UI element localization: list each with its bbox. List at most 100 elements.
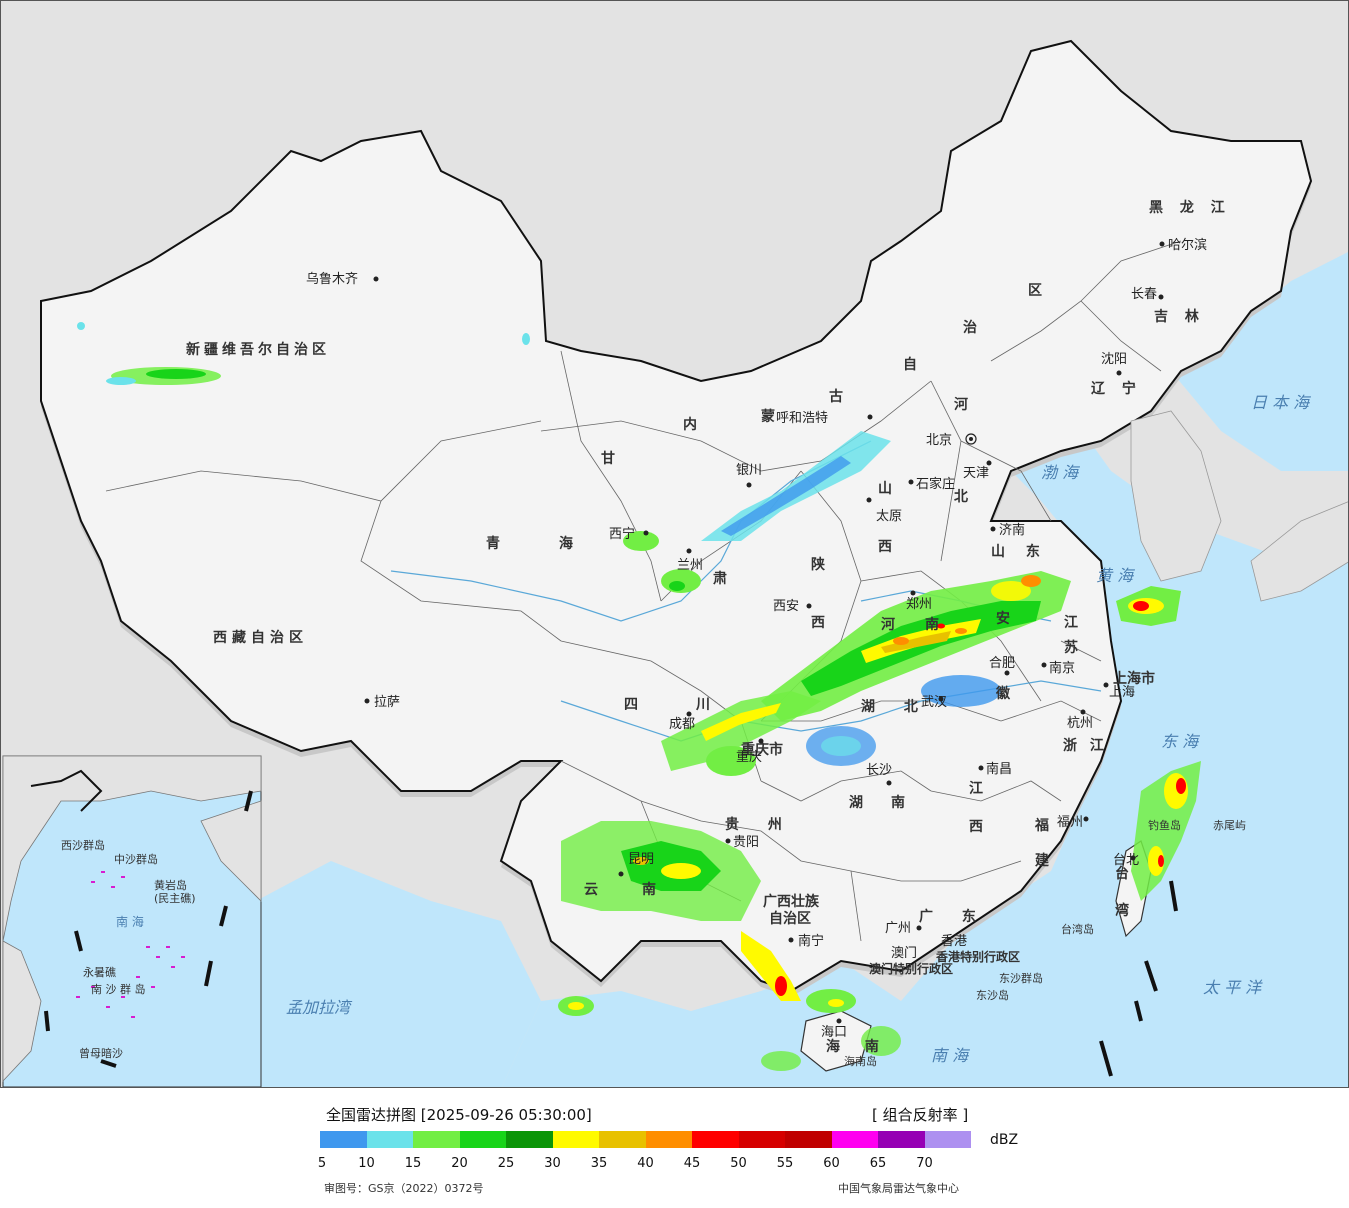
label-neimeng-1: 内 [683, 416, 697, 433]
label-hebei-1: 河 [954, 396, 968, 413]
label-hebei-2: 北 [954, 489, 968, 505]
city-marker [938, 696, 944, 702]
city-hohhot: 呼和浩特 [776, 411, 828, 426]
radar-map: 新疆维吾尔自治区 西藏自治区 青 海 甘 肃 四 川 云 南 内 蒙 古 自 治… [0, 0, 1349, 1088]
city-marker [686, 548, 692, 554]
legend-panel: 全国雷达拼图 [2025-09-26 05:30:00] [ 组合反射率 ] 5… [0, 1088, 1349, 1208]
city-marker [990, 526, 996, 532]
capital-marker [965, 433, 977, 445]
unit-label: dBZ [990, 1132, 1019, 1148]
city-xian: 西安 [773, 599, 799, 614]
label-shaanxi-2: 西 [811, 615, 825, 631]
city-taipei: 台北 [1113, 853, 1139, 868]
source-credit: 中国气象局雷达气象中心 [838, 1182, 959, 1195]
city-guiyang: 贵阳 [733, 835, 759, 850]
city-urumqi: 乌鲁木齐 [306, 271, 358, 287]
label-neimeng-6: 区 [1028, 283, 1042, 299]
sea-east-label: 东 海 [1161, 732, 1200, 751]
legend-swatch [552, 1131, 599, 1148]
city-marker [746, 482, 752, 488]
label-shanxi-1: 山 [878, 481, 892, 497]
label-zhejiang: 浙 江 [1063, 737, 1108, 754]
city-marker [867, 414, 873, 420]
legend-swatch [785, 1131, 832, 1148]
label-taiwan-1: 台 [1115, 865, 1129, 882]
city-marker [1158, 294, 1164, 300]
legend-tick-label: 30 [544, 1156, 561, 1171]
city-marker [618, 871, 624, 877]
legend-tick-label: 50 [730, 1156, 747, 1171]
label-guangdong: 广 东 [919, 908, 988, 925]
legend-swatch [924, 1131, 971, 1148]
sea-japan-label: 日 本 海 [1251, 393, 1311, 412]
sea-bohai-label: 渤 海 [1041, 463, 1080, 482]
label-hunan-1: 湖 [849, 795, 863, 811]
map-title: 全国雷达拼图 [2025-09-26 05:30:00] [326, 1106, 592, 1124]
label-xizang: 西藏自治区 [213, 629, 308, 646]
label-henan-1: 河 [881, 616, 895, 633]
city-marker [758, 738, 764, 744]
city-wuhan: 武汉 [921, 695, 947, 710]
city-marker [866, 497, 872, 503]
city-haikou: 海口 [821, 1025, 847, 1040]
product-name: [ 组合反射率 ] [872, 1106, 969, 1124]
label-xinjiang: 新疆维吾尔自治区 [186, 341, 330, 358]
bay-of-bengal [256, 861, 541, 1087]
city-tianjin: 天津 [963, 466, 989, 481]
city-marker [886, 780, 892, 786]
sea-bengal-label: 孟加拉湾 [286, 998, 353, 1017]
city-marker [986, 460, 992, 466]
legend-swatch [738, 1131, 785, 1148]
label-yunnan-1: 云 [584, 882, 598, 898]
inset-yongshu: 永暑礁 [83, 965, 116, 979]
legend-swatch [831, 1131, 878, 1148]
city-marker [725, 838, 731, 844]
city-harbin: 哈尔滨 [1168, 237, 1207, 253]
label-neimeng-5: 治 [963, 319, 977, 336]
label-shandong: 山 东 [991, 543, 1048, 560]
label-chongqing: 重庆市 [741, 741, 783, 758]
legend-tick-label: 35 [590, 1156, 608, 1171]
label-jiangsu-2: 苏 [1064, 639, 1078, 656]
city-nanning: 南宁 [798, 933, 824, 949]
city-jinan: 济南 [999, 522, 1025, 538]
legend-tick-label: 10 [358, 1156, 375, 1171]
city-marker [1130, 855, 1136, 861]
city-marker [1159, 241, 1165, 247]
city-marker [978, 765, 984, 771]
city-hongkong: 香港 [941, 934, 967, 949]
sea-pacific-label: 太 平 洋 [1203, 978, 1263, 997]
color-scale-bar [320, 1131, 971, 1148]
legend-swatch [506, 1131, 553, 1148]
legend-tick-label: 55 [776, 1156, 794, 1171]
city-lhasa: 拉萨 [374, 695, 400, 710]
label-shaanxi-1: 陕 [811, 556, 825, 573]
city-hangzhou: 杭州 [1067, 716, 1093, 731]
island-dongsha-islands: 东沙群岛 [999, 971, 1043, 985]
inset-sea-label: 南 海 [116, 914, 144, 929]
legend-tick-label: 15 [404, 1156, 422, 1171]
inset-huangyan: 黄岩岛 [154, 878, 187, 892]
city-marker [643, 530, 649, 536]
label-liaoning: 辽 宁 [1091, 380, 1142, 397]
city-labels: 乌鲁木齐 拉萨 西宁 兰州 银川 呼和浩特 北京 天津 石家庄 太原 济南 郑州 [306, 237, 1207, 1040]
label-gansu-1: 甘 [601, 450, 615, 467]
sea-japan [1171, 252, 1348, 471]
approval-number: 审图号：GS京（2022）0372号 [324, 1182, 484, 1195]
island-diaoyu: 钓鱼岛 [1148, 818, 1181, 832]
label-hubei: 湖 北 [861, 699, 930, 715]
label-taiwan-2: 湾 [1115, 902, 1129, 919]
label-heilongjiang: 黑 龙 江 [1149, 199, 1231, 216]
city-lanzhou: 兰州 [677, 558, 703, 573]
city-marker [686, 711, 692, 717]
city-fuzhou: 福州 [1057, 815, 1083, 830]
city-xining: 西宁 [609, 526, 635, 542]
label-sichuan-2: 川 [695, 697, 710, 713]
label-henan-2: 南 [925, 616, 939, 633]
city-shenyang: 沈阳 [1101, 352, 1127, 367]
city-kunming: 昆明 [628, 852, 654, 867]
city-guangzhou: 广州 [885, 921, 911, 936]
inset-minzhu: (民主礁) [154, 891, 196, 905]
city-nanjing: 南京 [1049, 660, 1075, 676]
island-chiwei: 赤尾屿 [1213, 819, 1246, 832]
